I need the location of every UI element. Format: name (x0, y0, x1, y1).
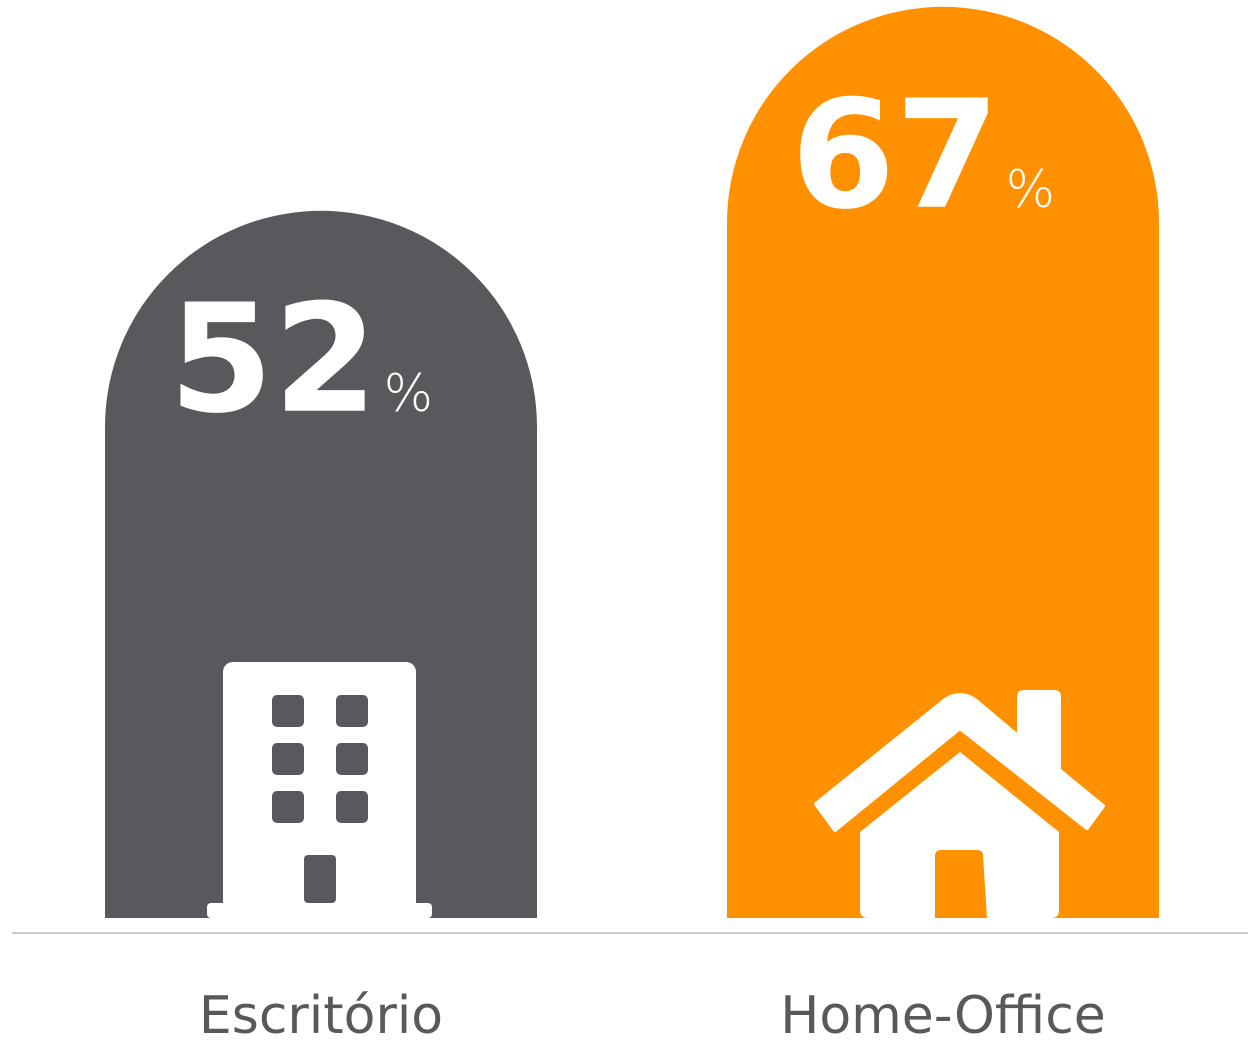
house-icon (814, 690, 1105, 918)
value-number: 67 (791, 69, 1000, 243)
icons (207, 662, 1105, 918)
value-label: 67% (791, 69, 1055, 243)
building-icon (207, 662, 432, 918)
bar (105, 210, 537, 919)
value-unit: % (1006, 160, 1055, 220)
category-label: Escritório (199, 986, 443, 1042)
value-label: 52% (169, 273, 433, 447)
category-label: Home-Office (780, 986, 1106, 1042)
value-number: 52 (169, 273, 378, 447)
value-unit: % (384, 364, 433, 424)
